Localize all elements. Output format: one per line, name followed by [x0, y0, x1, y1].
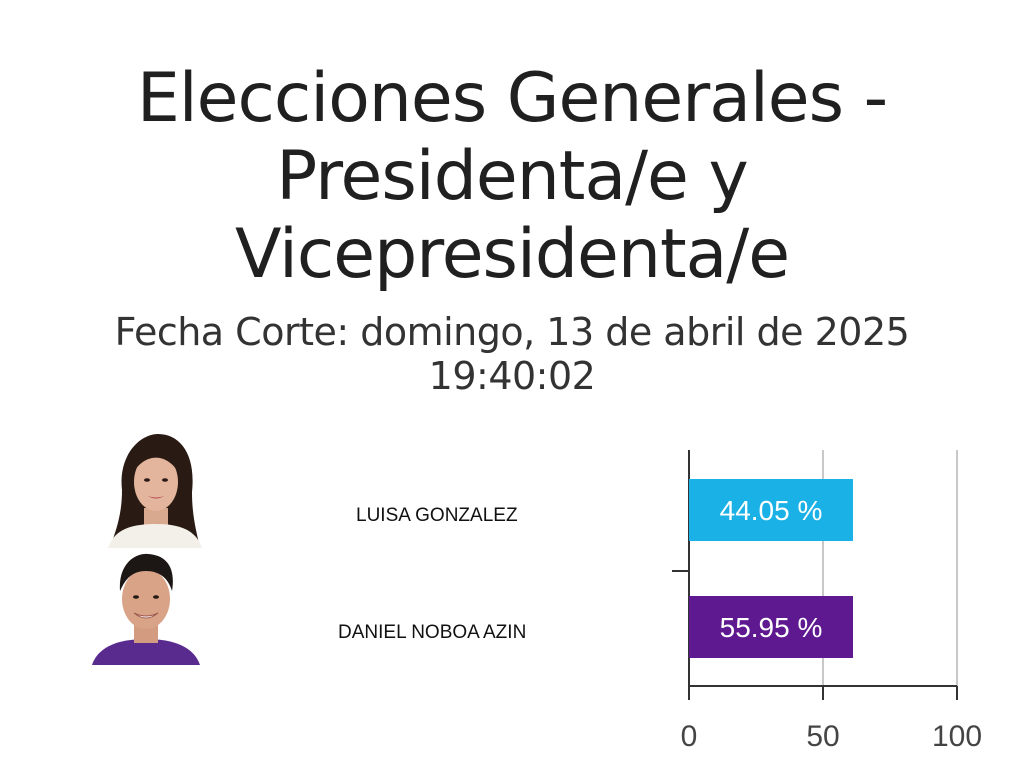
title-line-1: Elecciones Generales - [136, 59, 888, 138]
bar-value-label-luisa-gonzalez: 44.05 % [720, 495, 823, 526]
x-tick-label-100: 100 [932, 720, 982, 753]
bar-luisa-gonzalez [689, 479, 853, 541]
candidate-name-daniel-noboa: DANIEL NOBOA AZIN [338, 622, 527, 643]
cutoff-time-line: 19:40:02 [428, 354, 596, 398]
x-tick-label-0: 0 [681, 720, 698, 753]
candidate-name-luisa-gonzalez: LUISA GONZALEZ [356, 505, 518, 526]
cutoff-date-line: Fecha Corte: domingo, 13 de abril de 202… [114, 310, 910, 354]
candidate-photo-daniel-noboa [88, 549, 204, 665]
title-line-2: Presidenta/e y [276, 137, 748, 216]
page-title: Elecciones Generales - Presidenta/e y Vi… [0, 60, 1024, 294]
cutoff-date: Fecha Corte: domingo, 13 de abril de 202… [0, 310, 1024, 398]
bar-value-label-daniel-noboa: 55.95 % [720, 612, 823, 643]
candidate-photo-luisa-gonzalez [100, 430, 208, 548]
title-line-3: Vicepresidenta/e [234, 215, 790, 294]
x-tick-label-50: 50 [806, 720, 839, 753]
bar-daniel-noboa [689, 596, 853, 658]
